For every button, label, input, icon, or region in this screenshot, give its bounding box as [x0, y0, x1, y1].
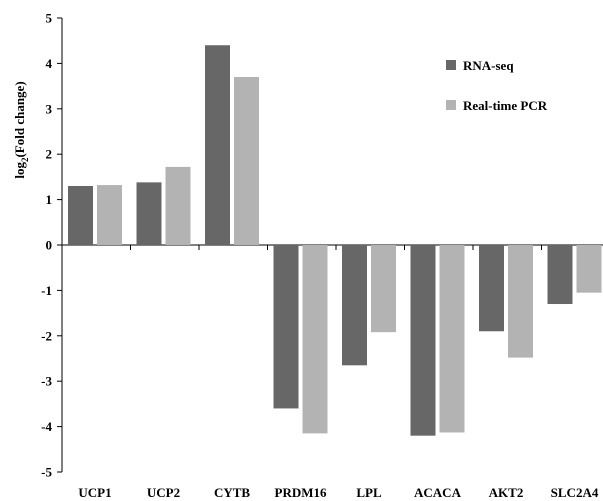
legend-label: RNA-seq [463, 58, 514, 73]
bar-ucp1-rna-seq [68, 185, 93, 245]
bar-acaca-rna-seq [410, 245, 436, 436]
y-tick-label: -1 [41, 283, 52, 298]
bar-akt2-rna-seq [479, 245, 504, 332]
y-tick-label: -2 [41, 328, 52, 343]
bar-ucp2-rna-seq [136, 182, 162, 245]
bar-slc2a4-rna-seq [547, 245, 573, 305]
legend: RNA-seq Real-time PCR [446, 58, 548, 113]
y-axis-label-rest: (Fold change) [12, 81, 27, 157]
x-tick-label: PRDM16 [275, 485, 327, 500]
bar-lpl-rna-seq [342, 245, 367, 366]
y-axis-label: log2(Fold change) [12, 81, 30, 178]
x-tick-label: LPL [356, 485, 382, 500]
x-tick-label: UCP2 [147, 485, 180, 500]
bar-prdm16-real-time-pcr [302, 245, 328, 434]
y-tick-label: -3 [41, 374, 52, 389]
bar-cytb-rna-seq [205, 45, 230, 245]
bar-ucp1-real-time-pcr [97, 185, 122, 245]
x-tick-label: AKT2 [489, 485, 524, 500]
bar-ucp2-real-time-pcr [165, 166, 191, 245]
y-tick-label: -4 [41, 419, 52, 434]
bar-lpl-real-time-pcr [371, 245, 396, 333]
x-tick-label: CYTB [214, 485, 250, 500]
legend-label: Real-time PCR [463, 98, 548, 113]
bar-slc2a4-real-time-pcr [576, 245, 602, 293]
legend-swatch [446, 100, 456, 110]
y-axis-title: log2(Fold change) [12, 81, 30, 178]
bars [68, 45, 602, 436]
y-tick-label: -5 [41, 465, 52, 480]
x-tick-label: SLC2A4 [551, 485, 599, 500]
bar-cytb-real-time-pcr [234, 77, 259, 246]
y-tick-label: 0 [46, 238, 53, 253]
y-tick-label: 2 [46, 147, 53, 162]
category-labels: UCP1 UCP2 CYTB PRDM16 LPL ACACA AKT2 SLC2A4 [78, 485, 598, 500]
legend-swatch [446, 60, 456, 70]
bar-prdm16-rna-seq [273, 245, 299, 409]
y-axis-label-main: log [12, 162, 27, 179]
x-tick-label: ACACA [414, 485, 462, 500]
y-tick-label: 5 [46, 11, 53, 26]
y-axis-label-sub: 2 [20, 157, 30, 162]
y-axis: 5 4 3 2 1 0 -1 -2 -3 -4 -5 [41, 11, 63, 480]
y-tick-label: 4 [46, 56, 53, 71]
bar-acaca-real-time-pcr [439, 245, 465, 433]
y-tick-label: 3 [46, 101, 53, 116]
y-tick-label: 1 [46, 192, 53, 207]
bar-akt2-real-time-pcr [508, 245, 533, 358]
x-tick-label: UCP1 [78, 485, 111, 500]
